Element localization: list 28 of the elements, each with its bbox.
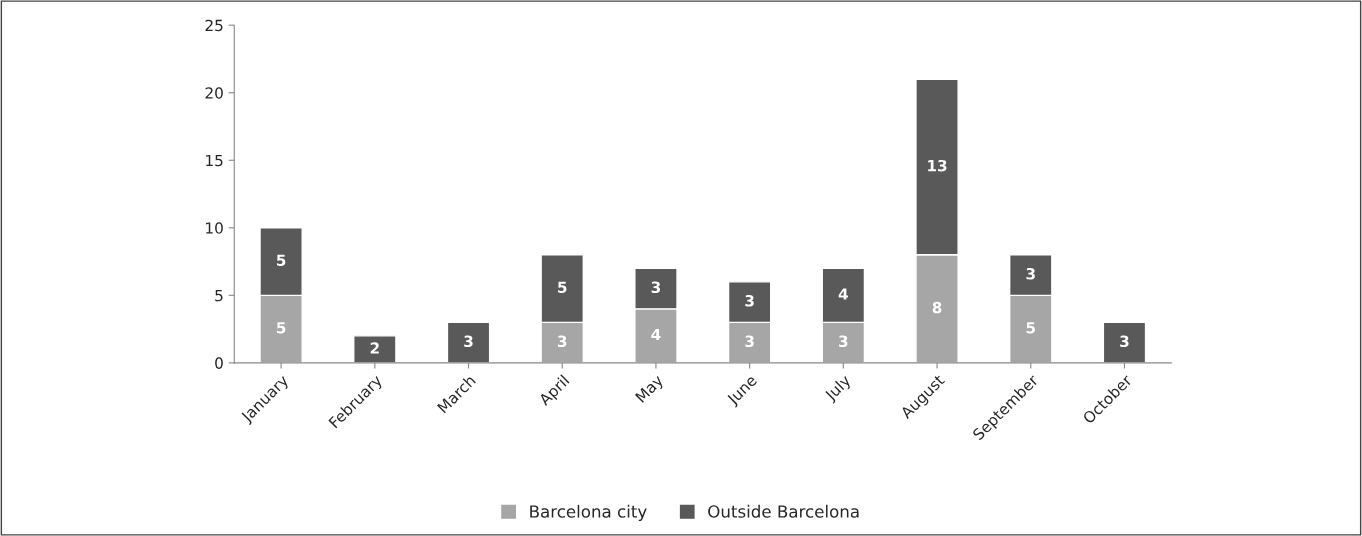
data-label: 3	[745, 294, 754, 307]
data-label: 5	[558, 281, 567, 294]
data-label: 3	[651, 281, 661, 294]
data-label: 3	[1120, 335, 1129, 348]
legend-label: Barcelona city	[530, 504, 647, 521]
y-tick-label: 25	[205, 19, 223, 32]
y-tick-label: 20	[205, 87, 223, 99]
y-tick-label: 0	[215, 357, 223, 369]
data-label: 4	[651, 328, 661, 341]
y-tick-label: 15	[206, 154, 223, 167]
data-label: 13	[928, 159, 947, 172]
data-label: 3	[557, 335, 567, 348]
y-tick-label: 5	[215, 290, 223, 302]
bar	[1102, 321, 1147, 363]
data-label: 3	[839, 335, 848, 348]
legend-label: Outside Barcelona	[708, 504, 859, 518]
data-label: 5	[276, 254, 286, 266]
data-label: 8	[932, 301, 942, 314]
data-label: 4	[838, 288, 848, 300]
data-label: 2	[370, 342, 379, 354]
data-label: 5	[276, 322, 286, 334]
data-label: 3	[745, 335, 754, 348]
bar	[353, 335, 397, 363]
bar	[446, 321, 491, 363]
y-tick-label: 10	[206, 222, 223, 234]
data-label: 3	[464, 335, 473, 348]
data-label: 5	[1026, 322, 1036, 334]
data-label: 3	[1026, 267, 1035, 280]
